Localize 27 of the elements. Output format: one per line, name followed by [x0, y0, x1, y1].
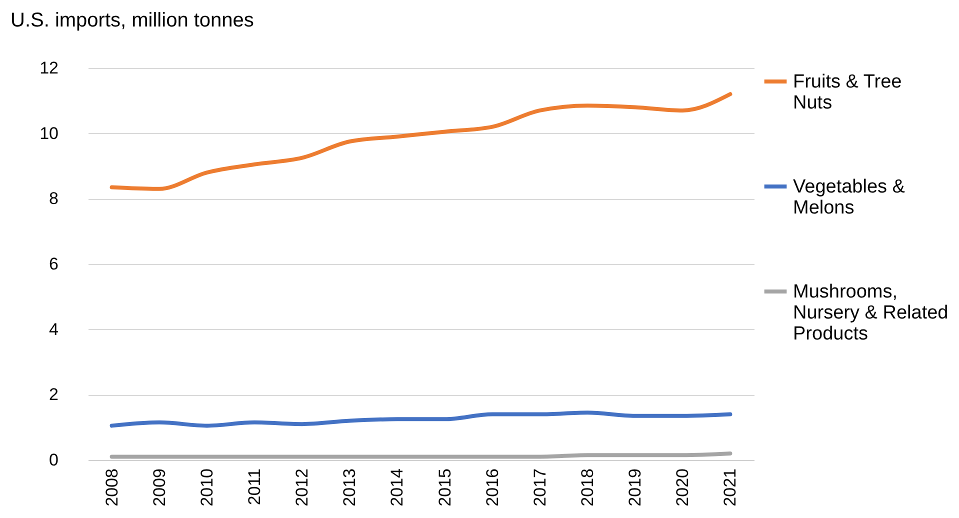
x-tick-label: 2020 [673, 468, 692, 506]
y-tick-label: 6 [49, 254, 58, 274]
x-tick-label: 2017 [530, 468, 550, 506]
y-axis-title: U.S. imports, million tonnes [10, 10, 254, 32]
line-series [110, 92, 732, 191]
x-tick-label: 2018 [578, 468, 597, 506]
legend-label: Vegetables & Melons [793, 176, 906, 218]
x-tick-label: 2009 [150, 468, 169, 506]
y-tick-label: 10 [40, 124, 58, 143]
y-tick-label: 4 [49, 320, 58, 339]
x-tick-label: 2021 [720, 468, 740, 506]
legend-label: Fruits & Tree Nuts [793, 72, 902, 114]
x-tick-label: 2010 [197, 468, 216, 506]
x-tick-label: 2013 [340, 468, 360, 506]
x-tick-label: 2019 [626, 468, 645, 506]
x-tick-label: 2014 [388, 468, 407, 506]
y-tick-label: 12 [40, 58, 58, 78]
y-tick-label: 0 [49, 450, 58, 470]
y-tick-label: 8 [49, 189, 58, 208]
line-series [110, 410, 732, 428]
x-tick-label: 2016 [482, 468, 502, 506]
x-tick-label: 2008 [102, 468, 122, 506]
x-tick-label: 2012 [292, 468, 312, 506]
legend-label: Mushrooms, Nursery & Related Products [793, 282, 948, 344]
x-tick-label: 2015 [435, 468, 454, 506]
y-tick-label: 2 [49, 385, 58, 404]
x-tick-label: 2011 [245, 468, 264, 506]
